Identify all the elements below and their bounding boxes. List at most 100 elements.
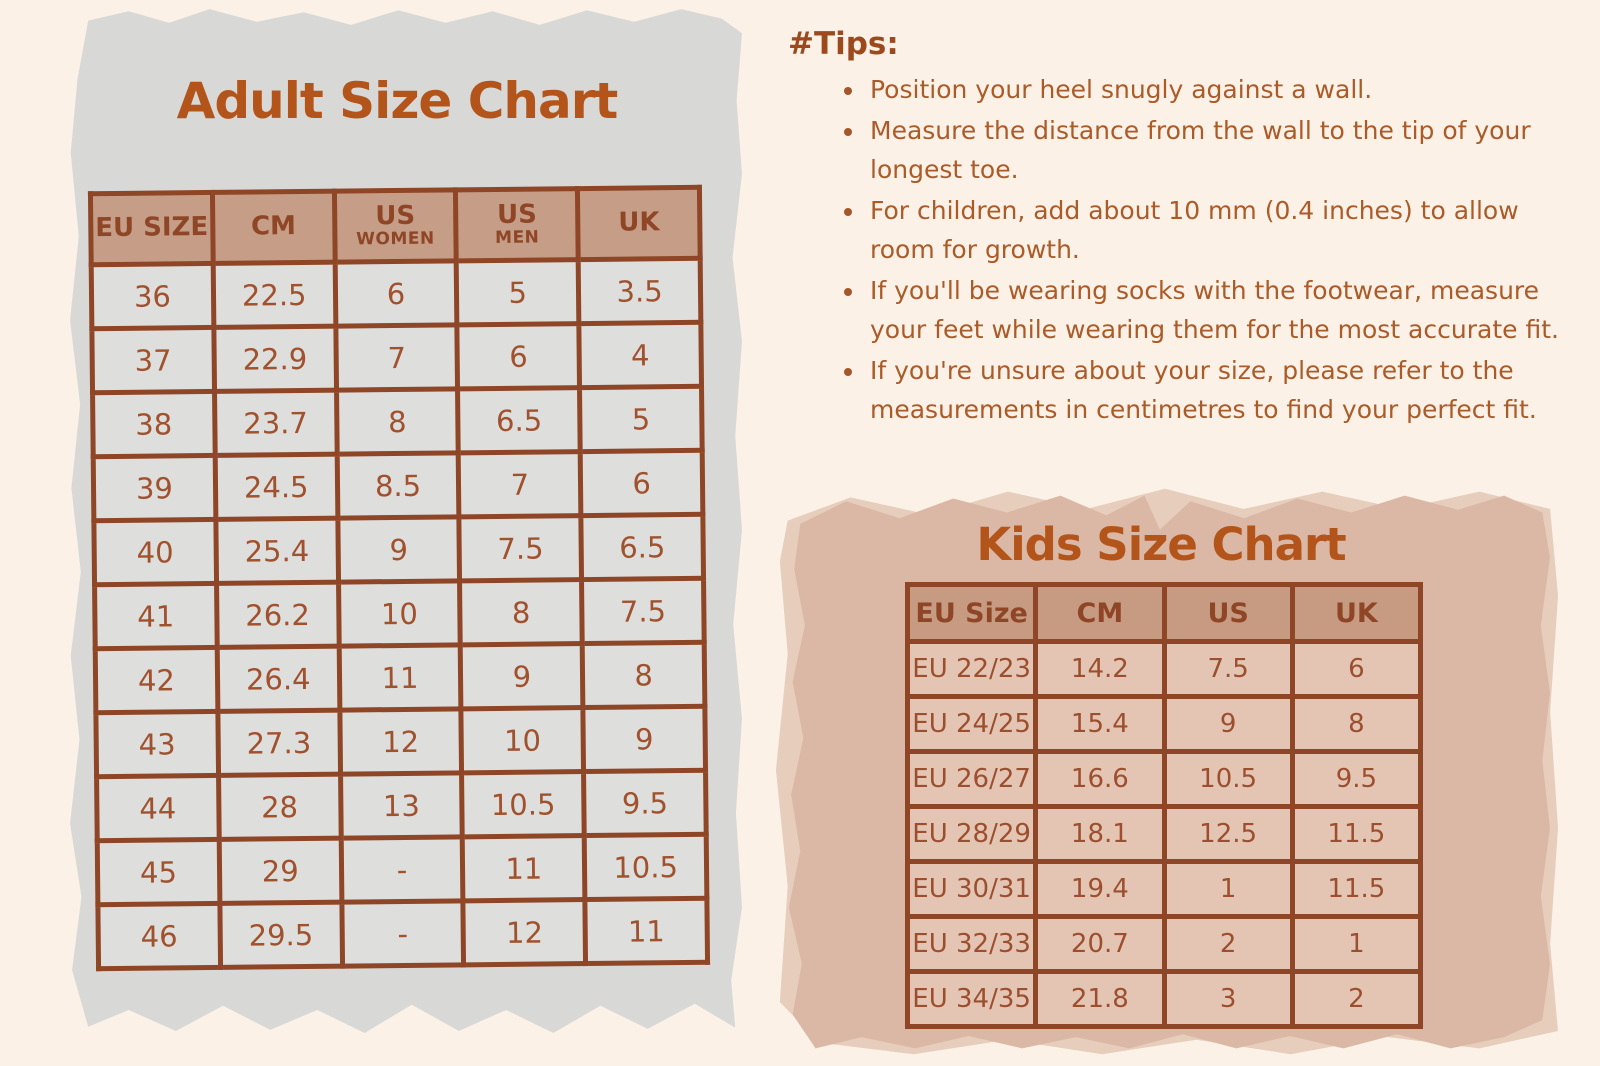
column-header: UK [1289, 582, 1424, 644]
tips-heading: #Tips: [788, 26, 899, 62]
table-row: 37 22.9 7 6 4 [91, 322, 702, 393]
table-cell: EU 28/29 [904, 804, 1039, 864]
tip-item: For children, add about 10 mm (0.4 inche… [866, 191, 1560, 270]
kids-size-table: EU Size CM US UK EU 22/23 14.2 7.5 6 EU 24/25 15… [904, 582, 1424, 1029]
kids-table-header: EU Size CM US UK [904, 582, 1424, 644]
column-header: CM [212, 191, 335, 264]
table-cell: 14.2 [1033, 639, 1167, 699]
table-row: 42 26.4 11 9 8 [95, 642, 705, 713]
table-cell: 45 [97, 839, 220, 905]
table-cell: 27.3 [217, 710, 341, 776]
table-cell: 9.5 [1289, 749, 1424, 809]
table-cell: 5 [579, 386, 703, 452]
kids-table-body: EU 22/23 14.2 7.5 6 EU 24/25 15.4 9 8 EU 26/27 16… [904, 639, 1424, 1029]
column-header-label: US [496, 199, 538, 231]
table-cell: 2 [1161, 914, 1295, 974]
table-row: 46 29.5-12 11 [97, 898, 708, 969]
table-cell: 23.7 [214, 390, 337, 456]
table-cell: 6.5 [581, 514, 704, 580]
table-cell: EU 30/31 [904, 859, 1039, 919]
table-cell: 16.6 [1033, 749, 1167, 809]
table-cell: 39 [93, 455, 216, 521]
tip-item: If you're unsure about your size, please… [866, 351, 1560, 430]
column-header: US [1161, 582, 1295, 644]
column-header: UK [577, 187, 701, 260]
table-row: EU 28/29 18.1 12.5 11.5 [904, 804, 1424, 864]
table-cell: 19.4 [1033, 859, 1167, 919]
table-row: 36 22.5 6 5 3.5 [91, 258, 701, 329]
table-cell: 41 [94, 583, 218, 649]
column-header: EU SIZE [90, 192, 213, 265]
table-cell: 21.8 [1033, 969, 1167, 1029]
table-cell: EU 26/27 [904, 749, 1039, 809]
table-cell: 9 [583, 706, 706, 772]
table-cell: 9.5 [583, 770, 707, 836]
table-cell: 10.5 [1161, 749, 1295, 809]
table-cell: 22.5 [212, 262, 336, 328]
table-cell: 2 [1289, 969, 1424, 1029]
table-cell: 8 [459, 579, 583, 645]
table-cell: 6 [580, 450, 703, 516]
tip-item: Measure the distance from the wall to th… [866, 111, 1560, 190]
table-cell: 11 [462, 835, 586, 901]
column-header-sublabel: WOMEN [356, 228, 435, 250]
table-cell: 11.5 [1289, 859, 1424, 919]
table-cell: 12.5 [1161, 804, 1295, 864]
table-row: 38 23.7 8 6.5 5 [92, 386, 703, 457]
table-row: 41 26.2 10 8 7.5 [94, 578, 705, 649]
table-cell: - [340, 836, 464, 903]
table-cell: 6 [1289, 639, 1424, 699]
table-cell: 7.5 [1161, 639, 1295, 699]
table-cell: 18.1 [1033, 804, 1167, 864]
table-cell: 15.4 [1033, 694, 1167, 754]
table-cell: 26.2 [216, 582, 339, 648]
table-cell: 7 [458, 451, 582, 517]
table-cell: 9 [460, 643, 584, 709]
table-cell: 7 [335, 324, 458, 391]
table-cell: 37 [91, 327, 215, 393]
column-header-label: UK [618, 207, 660, 239]
column-header: US MEN [455, 188, 579, 261]
table-cell: 11 [585, 898, 708, 964]
adult-table-body: 36 22.5 6 5 3.5 37 22.9 7 6 4 38 23.7 8 6.5 5 39 24.5 8.5… [91, 258, 708, 969]
column-header-label: EU SIZE [95, 212, 209, 244]
table-cell: 12 [463, 899, 586, 965]
table-row: 45 29-11 10.5 [97, 834, 707, 905]
table-cell: 3 [1161, 969, 1295, 1029]
table-cell: 9 [1161, 694, 1295, 754]
table-cell: EU 22/23 [904, 639, 1039, 699]
table-cell: 26.4 [217, 646, 340, 712]
table-cell: 29.5 [219, 902, 343, 968]
column-header: US WOMEN [334, 189, 457, 263]
table-cell: 1 [1161, 859, 1295, 919]
tip-item: If you'll be wearing socks with the foot… [866, 271, 1560, 350]
tips-section: #Tips: Position your heel snugly against… [788, 26, 1560, 431]
column-header-label: UK [1334, 597, 1378, 629]
kids-chart-title: Kids Size Chart [976, 518, 1346, 571]
table-cell: 8 [336, 388, 459, 455]
table-row: 40 25.4 9 7.5 6.5 [93, 514, 704, 585]
table-cell: 4 [579, 322, 702, 388]
table-cell: 25.4 [215, 518, 339, 584]
table-cell: 36 [91, 263, 214, 329]
header-row: EU Size CM US UK [904, 582, 1424, 644]
table-cell: 6.5 [457, 387, 581, 453]
table-cell: 1 [1289, 914, 1424, 974]
tips-list: Position your heel snugly against a wall… [788, 70, 1560, 430]
table-row: 39 24.5 8.5 7 6 [93, 450, 703, 521]
column-header-label: US [1207, 597, 1249, 629]
table-cell: 11.5 [1289, 804, 1424, 864]
table-cell: 40 [93, 519, 217, 585]
table-cell: 7.5 [459, 515, 582, 581]
table-cell: 9 [337, 516, 460, 583]
column-header-sublabel: MEN [494, 227, 540, 248]
table-cell: 7.5 [581, 578, 705, 644]
table-cell: 11 [338, 644, 462, 711]
table-row: EU 34/35 21.8 3 2 [904, 969, 1424, 1029]
table-cell: 42 [95, 647, 218, 713]
table-cell: EU 34/35 [904, 969, 1039, 1029]
column-header: CM [1033, 582, 1167, 644]
header-row: EU SIZE CM US WOMEN US MEN UK [90, 187, 701, 265]
column-header-label: US [375, 201, 416, 232]
table-row: EU 26/27 16.6 10.5 9.5 [904, 749, 1424, 809]
